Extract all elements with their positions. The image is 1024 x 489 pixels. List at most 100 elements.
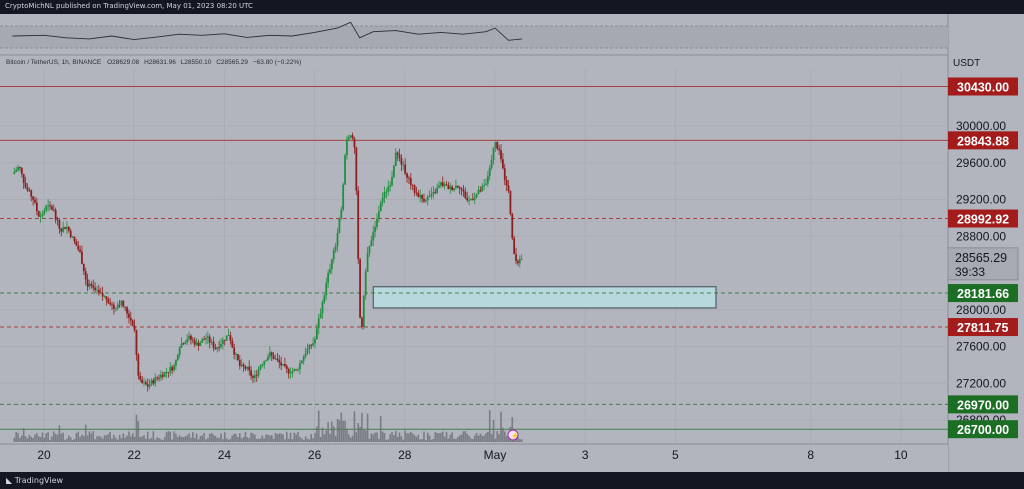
volume-bar xyxy=(207,437,209,442)
candle-body xyxy=(471,198,474,200)
candle-body xyxy=(56,219,59,221)
price-tick-label: 27200.00 xyxy=(956,376,1006,390)
candle-body xyxy=(417,192,420,198)
candle-body xyxy=(22,174,25,183)
candle-body xyxy=(486,176,489,184)
candle-body xyxy=(221,339,224,345)
volume-bar xyxy=(13,437,16,442)
candle-body xyxy=(312,343,314,346)
volume-bar xyxy=(404,430,406,442)
volume-bar xyxy=(182,437,185,442)
volume-bar xyxy=(265,434,267,442)
volume-bar xyxy=(145,438,147,442)
price-chart[interactable]: Bitcoin / TetherUS, 1h, BINANCE O28629.0… xyxy=(0,14,1024,472)
volume-bar xyxy=(319,436,322,442)
volume-bar xyxy=(348,434,350,442)
volume-bar xyxy=(186,435,188,442)
candle-body xyxy=(351,135,354,139)
volume-bar xyxy=(473,435,476,442)
candle-body xyxy=(75,241,78,246)
candle-body xyxy=(426,196,429,201)
candle-body xyxy=(423,198,425,202)
volume-bar xyxy=(71,439,74,442)
candle-body xyxy=(346,139,348,156)
volume-bar xyxy=(520,439,523,442)
candle-body xyxy=(41,213,44,216)
candle-body xyxy=(462,189,465,192)
volume-bar xyxy=(220,433,222,442)
volume-bar xyxy=(205,439,207,442)
candle-body xyxy=(144,382,147,385)
tradingview-logo-icon: ◣ xyxy=(6,476,15,485)
candle-body xyxy=(492,147,495,160)
candle-body xyxy=(242,364,245,367)
volume-bar xyxy=(184,436,187,442)
candle-body xyxy=(342,184,345,210)
candle-body xyxy=(34,199,36,203)
level-label-bg xyxy=(948,318,1018,337)
candle-body xyxy=(150,380,153,385)
candle-body xyxy=(302,356,305,361)
level-label-bg xyxy=(948,395,1018,414)
volume-bar xyxy=(178,435,181,442)
candle-body xyxy=(406,173,408,178)
candle-body xyxy=(379,202,382,212)
candle-body xyxy=(355,147,358,191)
volume-bar xyxy=(37,436,40,442)
candle-body xyxy=(165,372,168,373)
lightning-icon[interactable] xyxy=(507,429,519,441)
candle-body xyxy=(481,186,484,192)
volume-bar xyxy=(105,435,108,442)
candle-body xyxy=(291,370,294,374)
candle-body xyxy=(88,283,91,287)
volume-bar xyxy=(77,431,80,442)
volume-bar xyxy=(176,437,179,442)
volume-bar xyxy=(485,433,487,442)
volume-bar xyxy=(355,432,358,442)
volume-bar xyxy=(62,432,64,442)
volume-bar xyxy=(98,436,100,442)
candle-body xyxy=(229,335,232,341)
volume-bar xyxy=(51,436,53,442)
volume-bar xyxy=(304,436,307,442)
candle-body xyxy=(216,347,219,350)
candle-body xyxy=(325,282,328,296)
candle-body xyxy=(17,167,19,171)
volume-bar xyxy=(143,435,145,442)
volume-bar xyxy=(193,437,196,442)
candle-body xyxy=(49,205,51,207)
volume-bar xyxy=(278,433,281,442)
volume-bar xyxy=(173,431,175,442)
candle-body xyxy=(191,339,194,341)
volume-bar xyxy=(160,439,162,442)
level-labels: 30430.00 29843.88 28992.92 28181.66 27811.75… xyxy=(947,77,1019,439)
candle-body xyxy=(265,360,268,362)
candle-body xyxy=(464,191,467,198)
volume-bar xyxy=(270,435,273,442)
volume-bar xyxy=(156,437,158,442)
volume-bar xyxy=(436,433,438,442)
volume-bar xyxy=(470,438,472,442)
candle-body xyxy=(218,347,221,348)
volume-bar xyxy=(477,435,480,442)
candle-body xyxy=(293,369,296,371)
candle-body xyxy=(167,372,170,373)
volume-bar xyxy=(52,431,55,442)
volume-bar xyxy=(276,434,279,442)
candle-body xyxy=(357,190,360,260)
volume-bar xyxy=(83,436,85,442)
level-label-bg xyxy=(948,131,1018,150)
candle-body xyxy=(270,352,273,356)
volume-bar xyxy=(114,437,117,442)
volume-bar xyxy=(379,416,382,442)
volume-bar xyxy=(519,438,521,442)
volume-bar xyxy=(135,414,138,442)
volume-bar xyxy=(299,436,301,442)
volume-bar xyxy=(188,433,190,442)
volume-bar xyxy=(225,438,228,442)
volume-bar xyxy=(488,410,491,442)
volume-bar xyxy=(445,431,448,442)
candle-body xyxy=(400,158,403,165)
volume-bar xyxy=(302,439,305,442)
